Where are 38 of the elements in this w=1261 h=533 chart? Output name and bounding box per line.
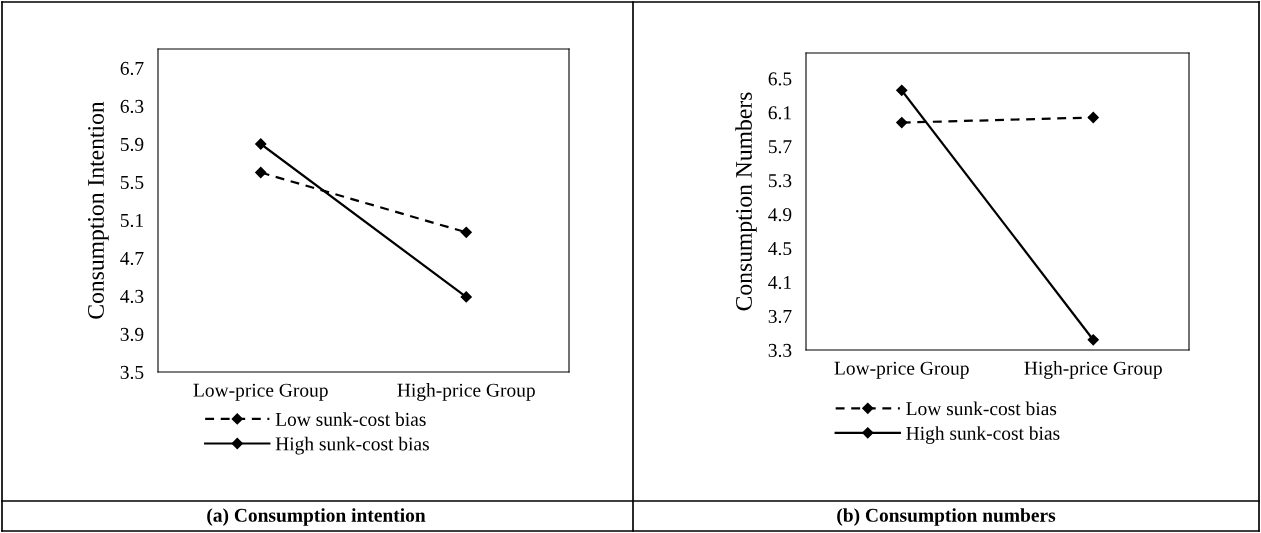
x-tick-label: High-price Group [397, 383, 535, 401]
text: (a) Consumption intention [207, 508, 426, 526]
point [255, 138, 267, 150]
y-tick-label: 4.7 [120, 251, 144, 266]
legend-label: High sunk-cost bias [275, 436, 429, 455]
legend-label: High sunk-cost bias [906, 426, 1060, 444]
legend-label: Low sunk-cost bias [906, 401, 1057, 416]
y-tick-label: 3.3 [768, 343, 792, 358]
y-tick-label: 4.9 [768, 208, 792, 222]
text: (b) Consumption numbers [837, 508, 1056, 526]
point [896, 116, 908, 129]
point [1087, 334, 1099, 346]
x-tick-label: Low-price Group [193, 383, 328, 401]
x-tick-label: Low-price Group [834, 361, 969, 379]
point [460, 291, 472, 303]
y-tick-label: 6.1 [768, 106, 791, 120]
y-tick-label: 4.5 [768, 242, 792, 256]
x-tick-label: High-price Group [1024, 361, 1162, 379]
y-tick-label: 3.7 [768, 309, 792, 324]
point [1087, 111, 1099, 124]
point [896, 84, 908, 96]
point [460, 226, 472, 238]
y-tick-label: 3.9 [120, 327, 144, 342]
y-tick-label: 6.3 [120, 99, 144, 114]
y-tick-label: 5.1 [120, 213, 143, 228]
y-tick-label: 5.7 [768, 140, 792, 154]
y-tick-label: 6.7 [120, 61, 144, 76]
y-axis-title: Consumption Numbers [735, 92, 757, 311]
y-tick-label: 5.3 [768, 174, 792, 188]
y-tick-label: 5.9 [120, 137, 144, 152]
y-tick-label: 6.5 [768, 72, 792, 86]
y-tick-label: 4.3 [120, 289, 144, 304]
y-tick-label: 3.5 [120, 365, 144, 380]
legend-label: Low sunk-cost bias [275, 412, 426, 426]
y-tick-label: 4.1 [768, 276, 791, 290]
point [255, 166, 267, 179]
y-tick-label: 5.5 [120, 176, 144, 190]
y-axis-title: Consumption Intention [88, 101, 109, 319]
